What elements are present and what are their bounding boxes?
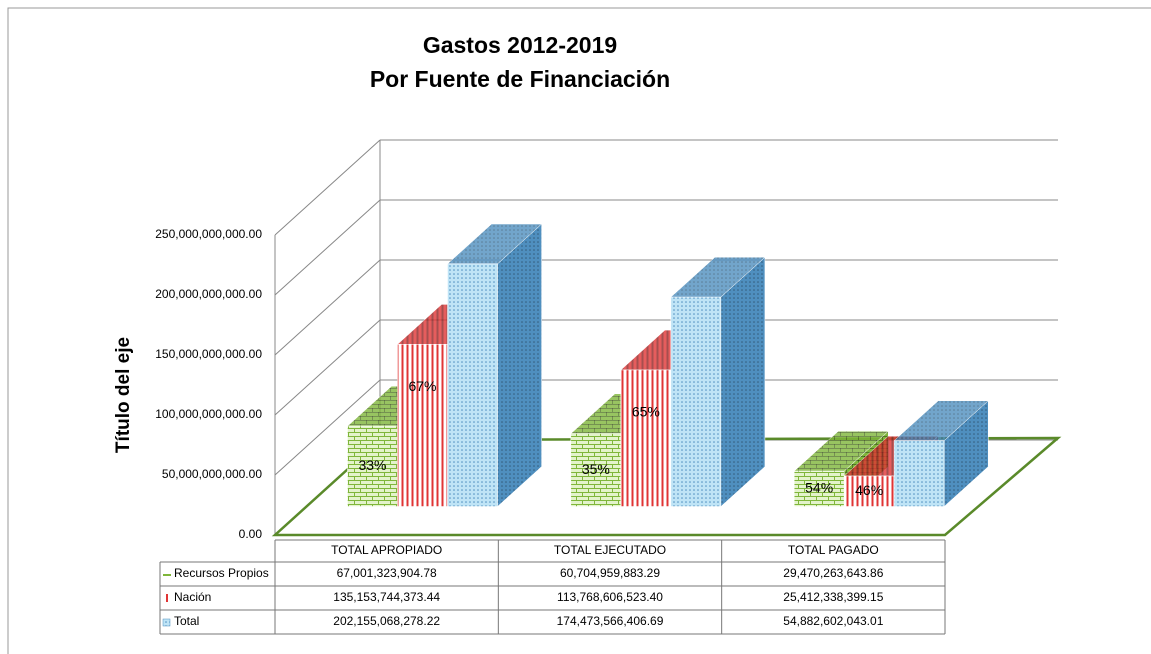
bar-front bbox=[843, 475, 895, 507]
y-tick-label: 50,000,000,000.00 bbox=[162, 467, 262, 481]
bar-side bbox=[720, 256, 766, 508]
legend-label: Total bbox=[174, 614, 199, 628]
bar-front bbox=[793, 470, 845, 507]
table-value: 67,001,323,904.78 bbox=[337, 566, 437, 580]
table-value: 60,704,959,883.29 bbox=[560, 566, 660, 580]
bar-front bbox=[397, 344, 448, 507]
grid-line bbox=[274, 139, 381, 236]
y-tick-label: 100,000,000,000.00 bbox=[155, 407, 262, 421]
data-label: 35% bbox=[582, 461, 610, 477]
bar-front bbox=[893, 440, 945, 507]
bar bbox=[893, 400, 989, 508]
table-value: 113,768,606,523.40 bbox=[557, 590, 663, 604]
table-value: 29,470,263,643.86 bbox=[783, 566, 883, 580]
chart-subtitle: Por Fuente de Financiación bbox=[370, 66, 670, 92]
grid-line bbox=[274, 319, 381, 416]
frame bbox=[7, 7, 1151, 654]
bar-front bbox=[570, 433, 622, 507]
bar-front bbox=[447, 263, 498, 507]
grid-line bbox=[274, 379, 381, 476]
legend-key bbox=[166, 594, 168, 602]
legend-key bbox=[162, 618, 171, 627]
bar-front bbox=[670, 296, 722, 507]
table-value: 202,155,068,278.22 bbox=[333, 614, 440, 628]
data-label: 46% bbox=[855, 482, 883, 498]
bar bbox=[446, 223, 543, 508]
y-tick-label: 0.00 bbox=[239, 527, 263, 541]
table-value: 174,473,566,406.69 bbox=[557, 614, 664, 628]
data-label: 65% bbox=[632, 404, 660, 420]
grid-line bbox=[274, 199, 381, 296]
data-label: 54% bbox=[805, 480, 833, 496]
chart-title: Gastos 2012-2019 bbox=[423, 32, 617, 58]
x-tick-label: TOTAL PAGADO bbox=[788, 543, 879, 557]
bar bbox=[670, 256, 766, 508]
table-value: 135,153,744,373.44 bbox=[333, 590, 440, 604]
y-tick-label: 150,000,000,000.00 bbox=[155, 347, 262, 361]
data-label: 33% bbox=[358, 457, 386, 473]
x-tick-label: TOTAL EJECUTADO bbox=[554, 543, 666, 557]
legend-label: Recursos Propios bbox=[174, 566, 269, 580]
table-value: 25,412,338,399.15 bbox=[783, 590, 883, 604]
y-tick-label: 200,000,000,000.00 bbox=[155, 287, 262, 301]
bar-side bbox=[497, 223, 542, 508]
x-tick-label: TOTAL APROPIADO bbox=[331, 543, 442, 557]
bar-front bbox=[620, 369, 672, 507]
grid-line bbox=[274, 259, 381, 356]
floor bbox=[271, 436, 1062, 537]
y-axis-title: Título del eje bbox=[113, 337, 134, 453]
table-value: 54,882,602,043.01 bbox=[783, 614, 883, 628]
legend-label: Nación bbox=[174, 590, 211, 604]
data-label: 67% bbox=[408, 378, 436, 394]
bar-front bbox=[347, 425, 398, 507]
y-tick-label: 250,000,000,000.00 bbox=[155, 227, 262, 241]
